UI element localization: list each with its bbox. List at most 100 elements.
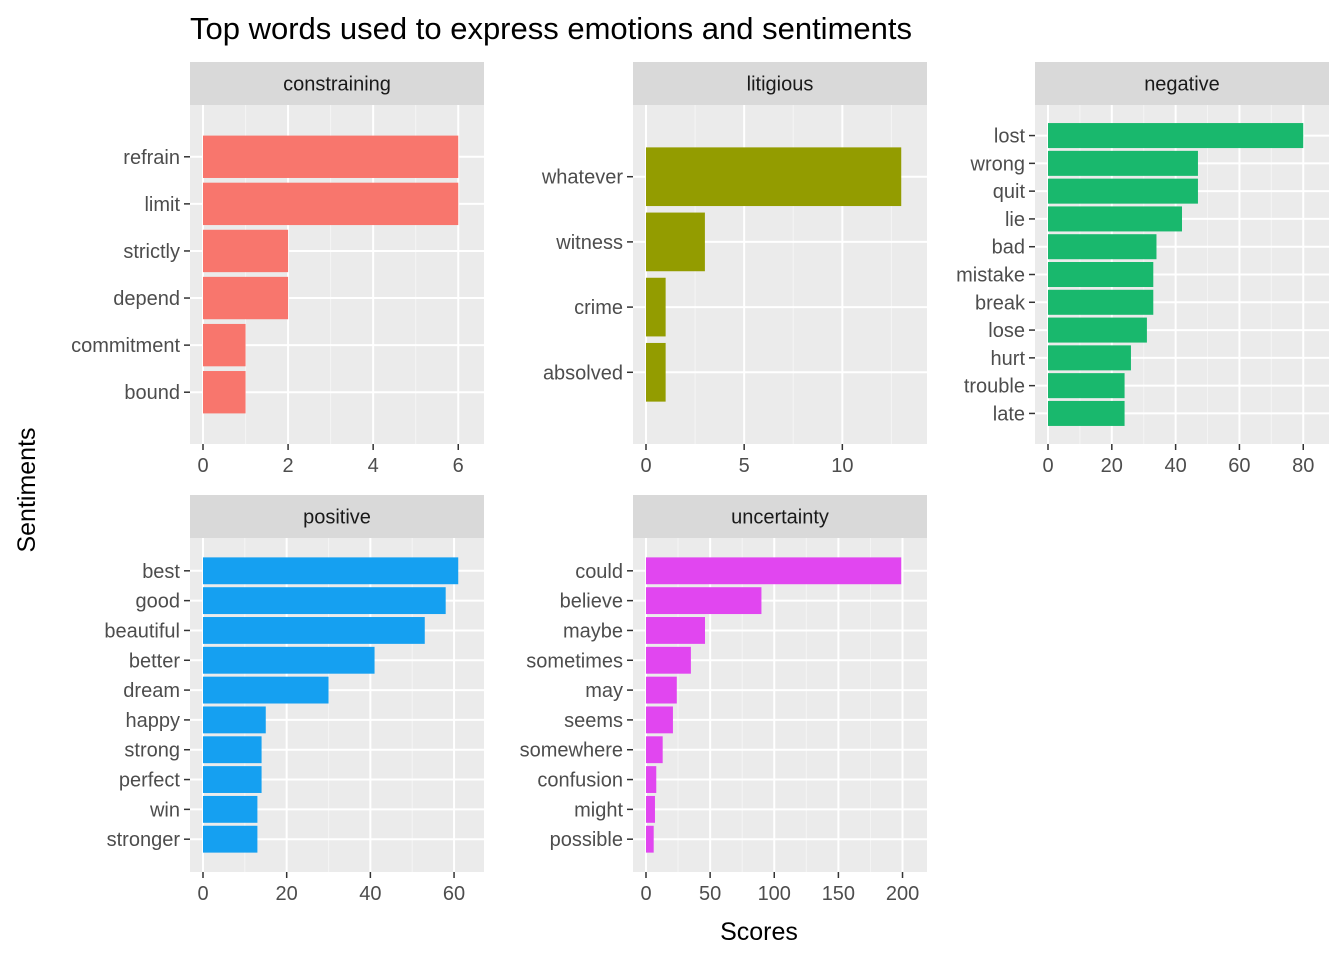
y-tick-label: bound bbox=[124, 382, 180, 404]
bar-win bbox=[203, 795, 258, 823]
x-tick-label: 20 bbox=[276, 883, 298, 905]
bar-stronger bbox=[203, 825, 258, 853]
bar-could bbox=[646, 557, 902, 585]
bar-quit bbox=[1048, 178, 1198, 204]
y-tick-label: crime bbox=[574, 297, 623, 319]
x-tick-label: 80 bbox=[1292, 455, 1314, 477]
y-tick-label: refrain bbox=[123, 147, 180, 169]
x-tick-label: 4 bbox=[368, 455, 379, 477]
y-axis-title: Sentiments bbox=[13, 427, 41, 552]
y-tick-label: beautiful bbox=[104, 620, 180, 642]
y-tick-label: happy bbox=[126, 710, 181, 732]
y-tick-label: believe bbox=[560, 591, 623, 613]
y-tick-label: maybe bbox=[563, 620, 623, 642]
y-tick-label: lost bbox=[994, 126, 1026, 148]
bar-lie bbox=[1048, 206, 1182, 232]
bar-somewhere bbox=[646, 736, 663, 764]
bar-dream bbox=[203, 676, 329, 704]
strip-label: negative bbox=[1144, 74, 1220, 96]
y-tick-label: break bbox=[975, 292, 1026, 314]
bar-may bbox=[646, 676, 677, 704]
y-tick-label: commitment bbox=[71, 335, 180, 357]
x-tick-label: 0 bbox=[197, 883, 208, 905]
strip-background bbox=[633, 62, 927, 105]
bar-bound bbox=[203, 371, 246, 414]
panel-negative: negative lost wrong quit lie bad mistake break l… bbox=[956, 62, 1329, 477]
bar-might bbox=[646, 795, 655, 823]
x-tick-label: 5 bbox=[739, 455, 750, 477]
bar-hurt bbox=[1048, 345, 1131, 371]
bar-refrain bbox=[203, 135, 459, 178]
y-tick-label: may bbox=[585, 680, 623, 702]
bar-absolved bbox=[646, 342, 666, 402]
strip-background bbox=[1035, 62, 1329, 105]
bar-best bbox=[203, 557, 459, 585]
x-tick-label: 60 bbox=[443, 883, 465, 905]
y-tick-label: lose bbox=[988, 320, 1025, 342]
bar-better bbox=[203, 646, 375, 674]
bar-sometimes bbox=[646, 646, 691, 674]
y-tick-label: depend bbox=[113, 288, 180, 310]
y-tick-label: best bbox=[142, 561, 180, 583]
strip-label: uncertainty bbox=[731, 507, 829, 529]
x-tick-label: 150 bbox=[822, 883, 855, 905]
x-tick-label: 60 bbox=[1228, 455, 1250, 477]
bar-strictly bbox=[203, 229, 289, 273]
strip-label: litigious bbox=[747, 74, 814, 96]
y-tick-label: win bbox=[149, 799, 180, 821]
y-tick-label: bad bbox=[992, 237, 1025, 259]
bar-whatever bbox=[646, 147, 902, 207]
strip-background bbox=[633, 495, 927, 538]
facet-panels: constraining refrain limit strictly depend co… bbox=[71, 62, 1329, 905]
bar-mistake bbox=[1048, 261, 1154, 288]
panel-positive: positive best good beautiful better dream happ… bbox=[104, 495, 484, 905]
bar-seems bbox=[646, 706, 673, 734]
panel-constraining: constraining refrain limit strictly depend co… bbox=[71, 62, 484, 477]
y-tick-label: hurt bbox=[991, 348, 1026, 370]
y-tick-label: trouble bbox=[964, 376, 1025, 398]
y-tick-label: confusion bbox=[537, 770, 623, 792]
y-tick-label: stronger bbox=[107, 829, 181, 851]
x-tick-label: 200 bbox=[886, 883, 919, 905]
bar-depend bbox=[203, 276, 289, 320]
x-tick-label: 6 bbox=[453, 455, 464, 477]
x-tick-label: 2 bbox=[283, 455, 294, 477]
x-tick-label: 0 bbox=[640, 883, 651, 905]
bar-happy bbox=[203, 706, 266, 734]
y-tick-label: absolved bbox=[543, 362, 623, 384]
y-tick-label: mistake bbox=[956, 265, 1025, 287]
y-tick-label: lie bbox=[1005, 209, 1025, 231]
y-tick-label: dream bbox=[123, 680, 180, 702]
bar-believe bbox=[646, 587, 762, 615]
strip-label: positive bbox=[303, 507, 371, 529]
y-tick-label: perfect bbox=[119, 770, 181, 792]
x-tick-label: 10 bbox=[831, 455, 853, 477]
x-tick-label: 100 bbox=[758, 883, 791, 905]
strip-background bbox=[190, 495, 484, 538]
x-tick-label: 0 bbox=[1042, 455, 1053, 477]
bar-bad bbox=[1048, 234, 1157, 260]
bar-maybe bbox=[646, 617, 705, 644]
x-axis-title: Scores bbox=[720, 918, 798, 946]
x-tick-label: 50 bbox=[699, 883, 721, 905]
bar-wrong bbox=[1048, 150, 1198, 176]
bar-lost bbox=[1048, 123, 1304, 149]
y-tick-label: sometimes bbox=[526, 650, 623, 672]
y-tick-label: possible bbox=[550, 829, 623, 851]
y-tick-label: whatever bbox=[541, 167, 623, 189]
y-tick-label: better bbox=[129, 650, 180, 672]
y-tick-label: late bbox=[993, 403, 1025, 425]
bar-trouble bbox=[1048, 373, 1125, 399]
x-tick-label: 40 bbox=[1164, 455, 1186, 477]
y-tick-label: somewhere bbox=[520, 740, 623, 762]
bar-confusion bbox=[646, 766, 657, 793]
y-tick-label: quit bbox=[993, 181, 1026, 203]
bar-lose bbox=[1048, 317, 1147, 343]
panel-uncertainty: uncertainty could believe maybe sometimes may… bbox=[520, 495, 927, 905]
y-tick-label: wrong bbox=[970, 153, 1025, 175]
y-tick-label: limit bbox=[144, 194, 180, 216]
x-tick-label: 0 bbox=[640, 455, 651, 477]
bar-beautiful bbox=[203, 617, 425, 644]
bar-commitment bbox=[203, 323, 246, 367]
y-tick-label: strictly bbox=[123, 241, 180, 263]
